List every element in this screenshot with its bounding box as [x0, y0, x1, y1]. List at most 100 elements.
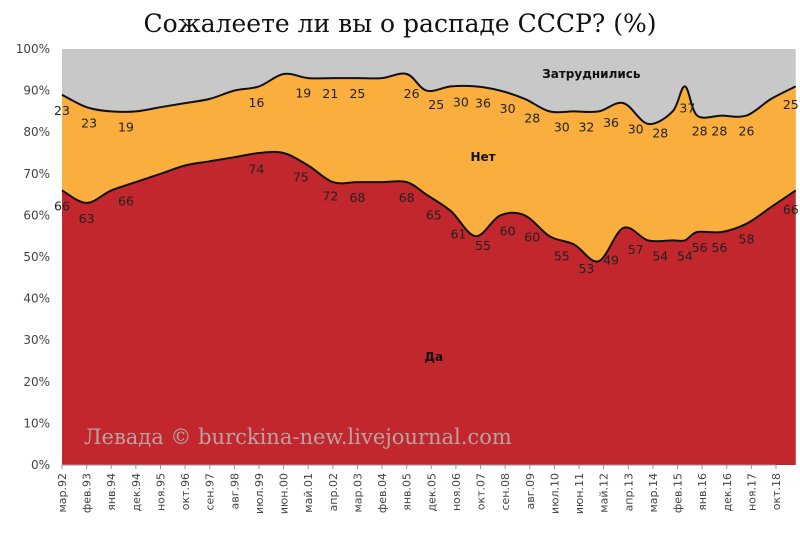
data-label: 54 [677, 248, 693, 263]
y-tick-label: 80% [23, 125, 50, 139]
data-label: 56 [692, 240, 708, 255]
data-label: 49 [603, 253, 619, 268]
data-label: 23 [81, 116, 97, 131]
data-label: 61 [450, 227, 466, 242]
data-label: 37 [679, 100, 695, 115]
data-label: 68 [349, 190, 365, 205]
boundary-lines [61, 72, 797, 263]
data-label: 36 [603, 115, 619, 130]
y-tick-label: 40% [23, 292, 50, 306]
data-label: 25 [349, 86, 365, 101]
series-name-label: Нет [470, 150, 495, 164]
x-tick-label: ноя.95 [154, 473, 167, 511]
series-name-label: Затруднились [542, 67, 641, 81]
data-label: 21 [322, 86, 338, 101]
data-label: 53 [578, 261, 594, 276]
x-axis: мар.92 фев.93 янв.94 дек.94 ноя.95 окт.96 сен.… [56, 464, 783, 514]
y-tick-label: 10% [23, 416, 50, 430]
data-label: 28 [711, 124, 727, 139]
data-label: 28 [524, 111, 540, 126]
x-tick-label: дек.94 [130, 473, 143, 512]
data-label: 55 [554, 248, 570, 263]
series-name-label: Да [424, 350, 443, 364]
boundary-line-1 [61, 150, 797, 263]
x-tick-label: май.01 [302, 473, 315, 513]
x-tick-label: янв.05 [401, 473, 414, 511]
x-tick-label: ноя.17 [745, 473, 758, 511]
x-tick-label: окт.96 [179, 473, 192, 510]
data-label: 60 [524, 230, 540, 245]
data-label: 60 [500, 223, 516, 238]
chart-title: Сожалеете ли вы о распаде СССР? (%) [144, 9, 657, 38]
data-label: 32 [578, 119, 594, 134]
data-label: 28 [692, 124, 708, 139]
x-tick-label: авг.09 [524, 473, 537, 510]
x-tick-label: июл.99 [253, 473, 266, 514]
data-label: 26 [404, 86, 420, 101]
data-label: 57 [628, 242, 644, 257]
data-label: 19 [295, 85, 311, 100]
x-tick-label: янв.94 [105, 473, 118, 511]
x-tick-label: мар.14 [647, 473, 660, 513]
x-tick-label: июн.11 [573, 473, 586, 514]
x-tick-label: янв.16 [696, 473, 709, 511]
data-label: 25 [783, 97, 799, 112]
x-tick-label: мар.92 [56, 473, 69, 513]
x-tick-label: мар.03 [351, 473, 364, 513]
y-tick-label: 100% [16, 42, 50, 56]
y-axis: 0% 10% 20% 30% 40% 50% 60% 70% 80% 90% 100% [16, 42, 50, 472]
data-label: 68 [399, 190, 415, 205]
x-tick-label: май.12 [598, 473, 611, 513]
data-label: 66 [783, 202, 799, 217]
data-label: 16 [249, 95, 265, 110]
data-label: 74 [249, 161, 265, 176]
x-tick-label: окт.07 [475, 473, 488, 510]
data-label: 30 [453, 94, 469, 109]
data-label: 25 [428, 97, 444, 112]
data-label: 54 [652, 248, 668, 263]
data-label: 66 [54, 198, 70, 213]
data-label: 75 [293, 170, 309, 185]
x-tick-label: сен.08 [499, 473, 512, 511]
x-tick-label: июл.10 [548, 473, 561, 514]
boundary-line-2 [61, 72, 797, 126]
area-1 [62, 151, 796, 466]
data-label: 72 [322, 188, 338, 203]
y-tick-label: 60% [23, 208, 50, 222]
data-label: 63 [79, 211, 95, 226]
area-layer [62, 49, 796, 466]
x-tick-label: апр.13 [622, 473, 635, 511]
data-label: 30 [500, 101, 516, 116]
data-label: 56 [711, 240, 727, 255]
x-tick-label: дек.05 [425, 473, 438, 512]
watermark: Левада © burckina-new.livejournal.com [84, 425, 512, 449]
x-tick-label: июн.00 [278, 473, 291, 514]
x-tick-label: фев.15 [672, 473, 685, 513]
y-tick-label: 20% [23, 375, 50, 389]
y-tick-label: 30% [23, 333, 50, 347]
data-label: 58 [739, 232, 755, 247]
data-label: 36 [475, 96, 491, 111]
data-label: 26 [739, 124, 755, 139]
y-tick-label: 70% [23, 167, 50, 181]
x-tick-label: апр.02 [327, 473, 340, 511]
data-label: 65 [426, 208, 442, 223]
y-tick-label: 0% [31, 458, 50, 472]
x-tick-label: окт.18 [770, 473, 783, 510]
x-tick-label: сен.97 [204, 473, 217, 511]
y-tick-label: 90% [23, 84, 50, 98]
data-label: 30 [554, 119, 570, 134]
data-label: 66 [118, 193, 134, 208]
x-tick-label: фев.04 [376, 473, 389, 513]
x-tick-label: дек.16 [721, 473, 734, 512]
x-tick-label: ноя.06 [450, 473, 463, 511]
data-label: 30 [628, 121, 644, 136]
data-label: 23 [54, 103, 70, 118]
x-tick-label: фев.93 [81, 473, 94, 513]
data-label: 28 [652, 126, 668, 141]
series-labels: Да Нет Затруднились [424, 67, 641, 364]
x-tick-label: авг.98 [228, 473, 241, 510]
y-tick-label: 50% [23, 250, 50, 264]
